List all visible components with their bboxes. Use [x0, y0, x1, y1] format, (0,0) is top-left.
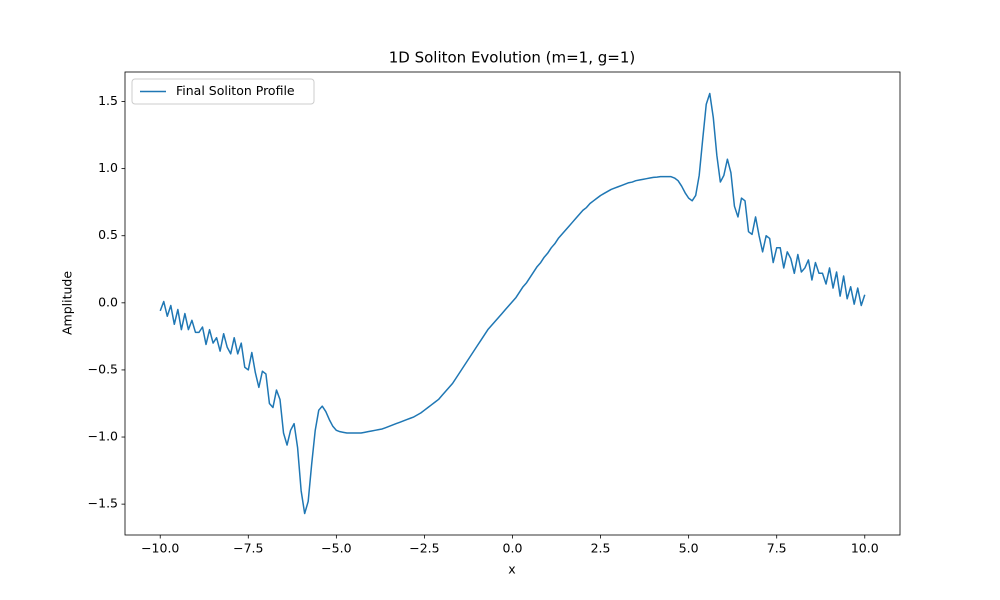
data-line [159, 92, 866, 515]
y-tick-label: 1.0 [98, 160, 118, 175]
chart-title: 1D Soliton Evolution (m=1, g=1) [389, 49, 636, 67]
x-tick-label: −10.0 [141, 541, 179, 556]
x-tick-label: 7.5 [767, 541, 787, 556]
y-tick-label: 0.5 [98, 227, 118, 242]
plot-frame [124, 71, 901, 536]
y-tick-label: 1.5 [98, 93, 118, 108]
legend-label: Final Soliton Profile [176, 83, 295, 98]
x-tick-label: −2.5 [409, 541, 439, 556]
y-tick-label: −1.5 [88, 496, 118, 511]
x-tick-label: 0.0 [503, 541, 523, 556]
legend-box [131, 78, 315, 105]
y-tick-label: −1.0 [88, 429, 118, 444]
y-tick-label: 0.0 [98, 294, 118, 309]
x-tick-label: 2.5 [591, 541, 611, 556]
y-axis-label: Amplitude [60, 271, 75, 335]
y-tick-label: −0.5 [88, 361, 118, 376]
x-axis-label: x [508, 562, 515, 577]
x-tick-label: −5.0 [321, 541, 351, 556]
x-tick-label: −7.5 [233, 541, 263, 556]
x-tick-label: 10.0 [851, 541, 879, 556]
x-tick-label: 5.0 [679, 541, 699, 556]
